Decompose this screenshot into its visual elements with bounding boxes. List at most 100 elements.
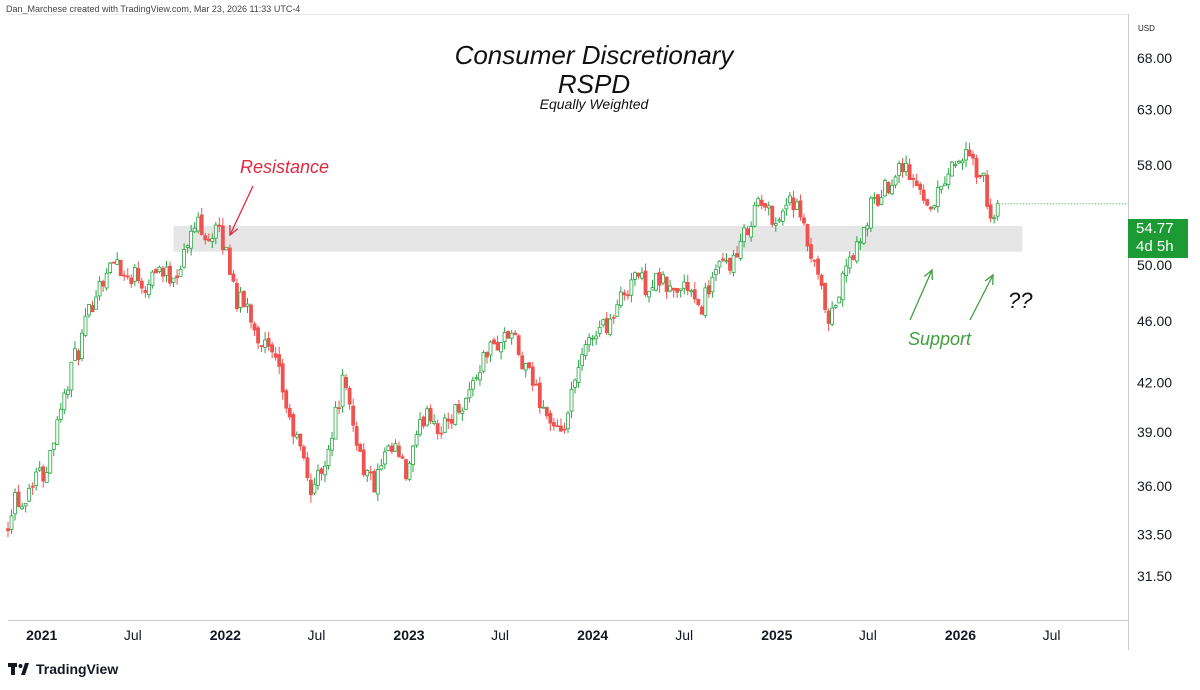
candle-body xyxy=(625,294,630,297)
candle-body xyxy=(949,161,954,177)
candle-body xyxy=(365,469,370,477)
candle-body xyxy=(812,259,817,262)
candle-body xyxy=(372,471,377,493)
candle-body xyxy=(787,195,792,204)
candle-body xyxy=(552,422,556,427)
time-tick-label: 2024 xyxy=(577,627,608,643)
candle-body xyxy=(890,185,894,195)
candle-body xyxy=(706,285,711,295)
candle-body xyxy=(861,226,866,244)
candle-body xyxy=(125,275,130,278)
price-axis[interactable] xyxy=(1128,14,1200,650)
candle-body xyxy=(897,163,901,176)
candle-body xyxy=(87,304,91,316)
candle-body xyxy=(745,228,750,235)
candle-body xyxy=(893,176,898,186)
candle-body xyxy=(960,160,965,164)
candle-body xyxy=(523,363,528,371)
candle-body xyxy=(150,271,155,286)
candle-body xyxy=(90,305,95,313)
candle-body xyxy=(442,417,447,433)
candle-body xyxy=(20,506,24,510)
support-arrow-left xyxy=(909,269,933,321)
candle-body xyxy=(164,266,169,276)
candle-body xyxy=(298,433,303,447)
candle-body xyxy=(756,198,761,206)
candle-body xyxy=(717,260,722,268)
time-tick-label: 2023 xyxy=(393,627,424,643)
candle-body xyxy=(823,282,828,310)
candle-body xyxy=(618,291,623,306)
candle-body xyxy=(168,265,172,284)
candle-body xyxy=(182,249,187,268)
candle-body xyxy=(224,246,229,251)
candle-body xyxy=(34,471,39,487)
candle-body xyxy=(935,187,940,207)
candle-body xyxy=(382,451,387,465)
candle-body xyxy=(132,267,137,282)
candle-body xyxy=(714,269,718,276)
candle-body xyxy=(640,272,644,279)
candle-body xyxy=(326,448,331,466)
tradingview-logo[interactable]: TradingView xyxy=(8,661,118,677)
candle-body xyxy=(439,432,444,435)
currency-label[interactable]: USD xyxy=(1138,24,1155,33)
price-tick-label: 36.00 xyxy=(1137,478,1172,494)
question-annotation: ?? xyxy=(1008,288,1033,313)
candle-body xyxy=(819,274,824,286)
candle-body xyxy=(840,272,845,301)
candle-body xyxy=(277,354,282,367)
price-tick-label: 42.00 xyxy=(1137,374,1172,390)
candle-body xyxy=(104,272,109,289)
candle-body xyxy=(171,277,176,283)
last-price-badge[interactable]: 54.77 4d 5h xyxy=(1128,219,1188,258)
candle-body xyxy=(865,225,870,230)
candle-body xyxy=(773,223,778,226)
candle-body xyxy=(273,353,278,358)
last-price-value: 54.77 xyxy=(1136,220,1174,237)
candle-body xyxy=(94,296,98,310)
bar-countdown: 4d 5h xyxy=(1136,238,1174,255)
candle-body xyxy=(220,225,225,251)
time-axis[interactable] xyxy=(8,620,1128,621)
candle-body xyxy=(185,245,190,248)
candle-body xyxy=(509,332,514,339)
candle-body xyxy=(569,388,574,412)
candle-body xyxy=(305,457,310,479)
candle-body xyxy=(333,406,338,440)
candle-body xyxy=(492,339,496,345)
candle-body xyxy=(928,206,933,210)
candle-body xyxy=(379,465,384,470)
candle-body xyxy=(548,413,553,424)
candle-body xyxy=(460,410,465,414)
candle-body xyxy=(502,332,507,342)
candle-body xyxy=(527,362,532,368)
time-tick-label: Jul xyxy=(491,627,509,643)
candle-body xyxy=(601,319,606,326)
candle-body xyxy=(918,183,923,190)
candle-body xyxy=(136,268,141,282)
candle-body xyxy=(330,437,334,451)
candle-body xyxy=(41,466,46,482)
candle-body xyxy=(210,238,215,242)
candle-body xyxy=(344,377,349,388)
candle-body xyxy=(833,305,838,308)
candle-body xyxy=(900,163,905,173)
candle-body xyxy=(643,270,648,295)
resistance-arrow-head xyxy=(229,224,239,237)
candle-body xyxy=(721,258,725,261)
candle-body xyxy=(178,268,183,277)
candle-body xyxy=(957,160,961,164)
candle-body xyxy=(485,351,489,358)
candle-body xyxy=(189,230,194,249)
candle-body xyxy=(647,291,651,298)
candle-body xyxy=(868,197,873,229)
candle-body xyxy=(69,361,74,391)
candle-body xyxy=(199,214,204,236)
candle-body xyxy=(964,149,968,161)
candle-body xyxy=(555,425,560,428)
candle-body xyxy=(203,235,208,241)
candle-body xyxy=(361,449,366,475)
candle-body xyxy=(495,341,500,351)
